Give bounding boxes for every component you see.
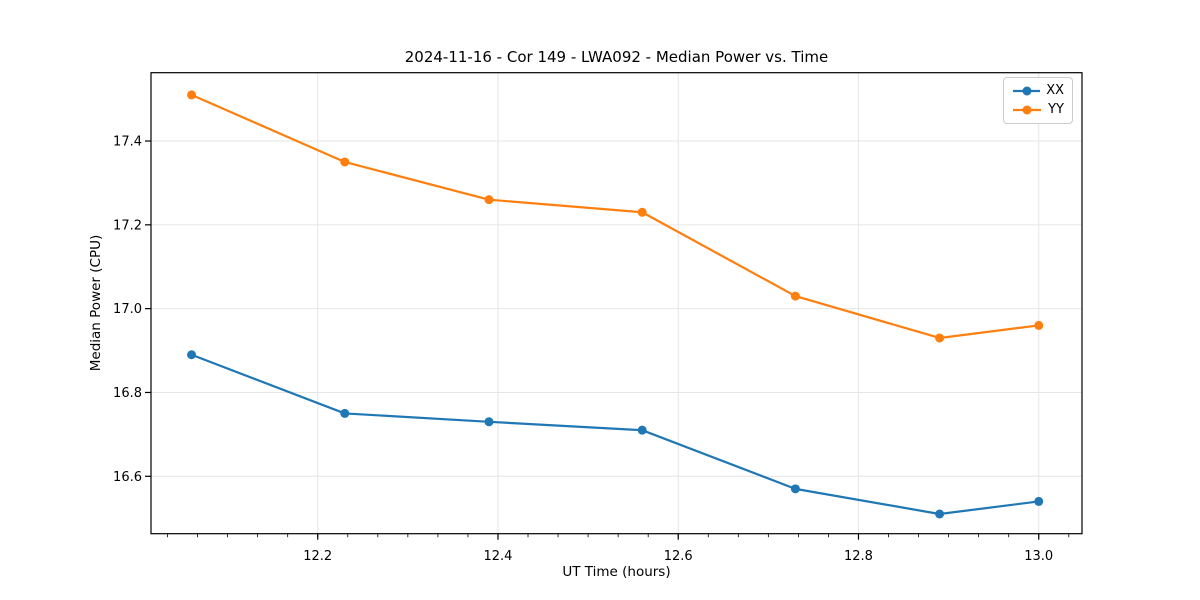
chart-title: 2024-11-16 - Cor 149 - LWA092 - Median P… xyxy=(404,48,829,66)
line-marker-icon xyxy=(1013,86,1041,96)
svg-text:17.4: 17.4 xyxy=(113,135,142,150)
svg-text:16.6: 16.6 xyxy=(113,470,142,485)
svg-text:17.2: 17.2 xyxy=(113,218,142,233)
y-axis-label: Median Power (CPU) xyxy=(88,234,104,372)
svg-text:12.6: 12.6 xyxy=(664,549,693,564)
legend-label-yy: YY xyxy=(1048,102,1064,117)
legend-item-xx: XX xyxy=(1011,84,1064,98)
legend: XX YY xyxy=(1003,77,1073,124)
legend-item-yy: YY xyxy=(1011,103,1064,117)
svg-text:12.8: 12.8 xyxy=(844,549,873,564)
svg-text:12.4: 12.4 xyxy=(484,549,513,564)
line-marker-icon xyxy=(1013,105,1041,115)
svg-text:17.0: 17.0 xyxy=(113,302,142,317)
x-axis-label: UT Time (hours) xyxy=(562,564,671,580)
svg-text:12.2: 12.2 xyxy=(303,549,332,564)
legend-label-xx: XX xyxy=(1046,83,1064,98)
svg-text:16.8: 16.8 xyxy=(113,386,142,401)
svg-text:13.0: 13.0 xyxy=(1024,549,1053,564)
